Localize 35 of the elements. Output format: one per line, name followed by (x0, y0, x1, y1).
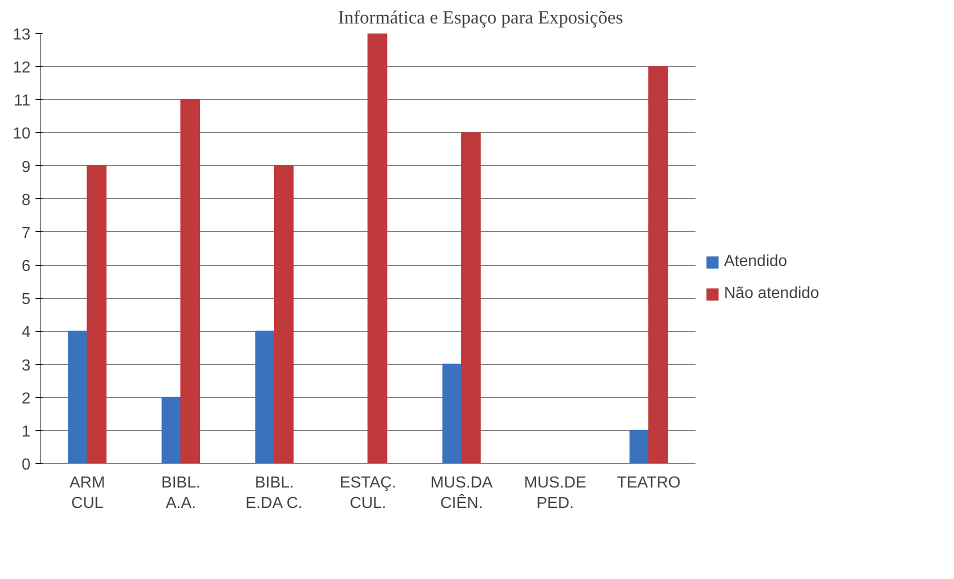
bar (442, 364, 462, 464)
x-tick-label: TEATRO (616, 474, 681, 492)
bar (648, 66, 668, 464)
y-tick-label: 13 (12, 26, 31, 44)
chart-title: Informática e Espaço para Exposições (338, 8, 623, 28)
bar (368, 34, 388, 464)
bar (461, 132, 481, 464)
y-tick-label: 5 (22, 291, 31, 308)
y-tick-label: 9 (22, 158, 31, 176)
y-tick-label: 3 (22, 357, 31, 374)
bar (255, 330, 275, 464)
bar (180, 99, 200, 464)
legend-label: Atendido (724, 253, 788, 271)
y-tick-label: 11 (14, 92, 31, 110)
y-tick-label: 2 (22, 390, 31, 408)
x-tick-label: ESTAÇ. CUL. (340, 474, 396, 512)
y-tick-label: 6 (22, 258, 31, 276)
x-tick-label: BIBL. A.A. (161, 474, 200, 512)
y-tick-label: 0 (22, 456, 31, 474)
bar (274, 165, 294, 464)
y-tick-label: 10 (12, 126, 31, 143)
legend-label: Não atendido (724, 285, 820, 303)
y-tick-label: 8 (22, 192, 31, 209)
bar (630, 430, 650, 464)
y-tick-label: 1 (22, 423, 31, 440)
x-tick-label: BIBL. E.DA C. (246, 474, 302, 512)
x-tick-label: MUS.DA CIÊN. (430, 474, 494, 512)
bar (162, 396, 182, 464)
y-tick-label: 4 (22, 324, 31, 342)
bar (68, 330, 88, 464)
x-tick-label: ARM CUL (70, 474, 106, 512)
y-tick-label: 12 (12, 60, 31, 77)
bar (86, 165, 106, 464)
y-tick-label: 7 (22, 224, 31, 242)
x-tick-label: MUS.DE PED. (524, 474, 586, 512)
